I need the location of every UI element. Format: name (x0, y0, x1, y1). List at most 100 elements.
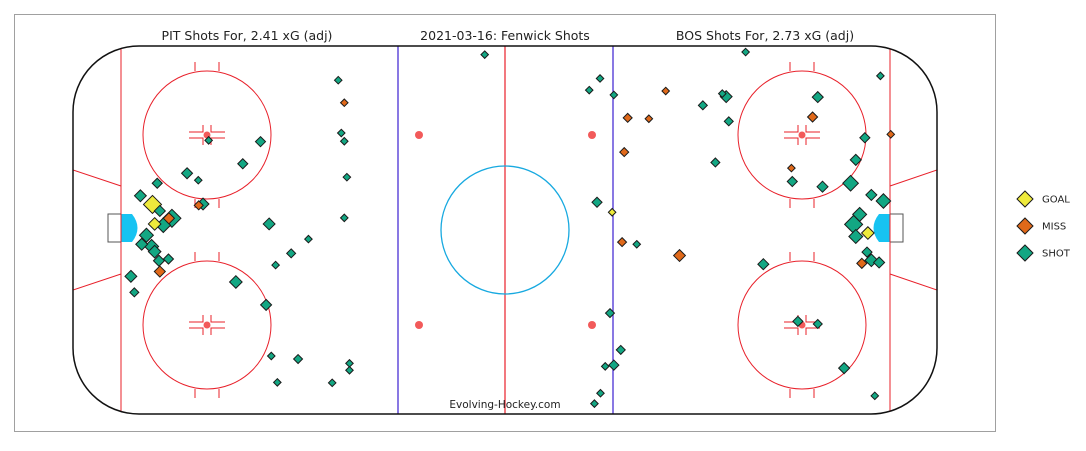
pit-miss-marker (193, 200, 204, 211)
center-title: 2021-03-16: Fenwick Shots (420, 28, 590, 43)
bos-shot-marker (757, 257, 770, 271)
bos-goal-marker (607, 207, 617, 217)
bos-shot-marker (584, 85, 594, 95)
pit-shot-marker (262, 217, 276, 231)
bos-shot-marker (595, 74, 605, 83)
pit-shot-marker (303, 234, 313, 244)
legend-shot-label: SHOT (1042, 249, 1071, 260)
legend-miss-label: MISS (1042, 222, 1066, 233)
pit-shot-marker (152, 254, 166, 267)
bos-shot-marker (589, 399, 599, 409)
bos-shot-marker (786, 175, 799, 188)
neutral-faceoff-dot (588, 321, 596, 329)
bos-miss-marker (786, 163, 796, 173)
bos-shot-marker (591, 196, 603, 209)
legend-goal-icon (1016, 190, 1034, 208)
pit-shot-marker (480, 50, 490, 60)
faceoff-hash-marks (784, 125, 820, 145)
pit-shot-marker (271, 260, 281, 270)
left-title: PIT Shots For, 2.41 xG (adj) (162, 28, 333, 43)
rink-boards (72, 45, 938, 415)
pit-miss-marker (153, 265, 167, 278)
bos-shot-marker (600, 361, 610, 371)
pit-shot-marker (180, 167, 194, 180)
left-upper-hash (73, 169, 122, 187)
pit-shot-marker (266, 351, 276, 361)
pit-shot-marker (135, 237, 149, 251)
pit-shot-marker (147, 244, 162, 259)
bos-shot-marker (717, 89, 727, 99)
bos-shot-marker (608, 359, 620, 371)
pit-miss-marker (339, 98, 349, 108)
pit-shot-marker (129, 287, 140, 298)
pit-shot-marker (204, 135, 214, 145)
bos-shot-marker (861, 246, 873, 258)
left-crease (121, 214, 138, 242)
faceoff-dot (798, 131, 806, 139)
bos-miss-marker (619, 146, 630, 158)
pit-shot-marker (133, 189, 148, 203)
bos-shot-marker (837, 361, 851, 375)
faceoff-circle-lb (142, 260, 272, 390)
bos-shot-marker (710, 157, 721, 168)
credit-text: Evolving-Hockey.com (449, 399, 560, 411)
pit-shot-marker (327, 378, 337, 388)
faceoff-hash-marks (189, 125, 225, 145)
pit-shot-marker (151, 177, 163, 189)
bos-miss-marker (672, 248, 687, 263)
neutral-faceoff-dot (588, 131, 596, 139)
pit-shot-marker (193, 175, 203, 185)
bos-shot-marker (859, 132, 871, 144)
bos-shot-marker (609, 90, 619, 100)
pit-shot-marker (342, 172, 352, 182)
bos-shot-marker (842, 174, 860, 192)
bos-shot-marker (849, 153, 862, 167)
bos-miss-marker (661, 86, 671, 96)
bos-miss-marker (886, 129, 896, 139)
bos-shot-marker (872, 256, 886, 269)
bos-shot-marker (741, 47, 751, 57)
pit-goal-marker (147, 216, 162, 231)
bos-shot-marker (632, 239, 642, 249)
bos-shot-marker (604, 307, 616, 319)
legend-shot-icon (1016, 244, 1034, 262)
faceoff-circle-rb (737, 260, 867, 390)
bos-shot-marker (865, 188, 878, 202)
bos-miss-marker (856, 257, 868, 270)
pit-shot-marker (254, 135, 267, 148)
faceoff-circle-lt (142, 70, 272, 200)
pit-shot-marker (124, 269, 138, 283)
bos-shot-marker (697, 100, 709, 111)
center-circle (440, 165, 570, 295)
bos-shot-marker (848, 228, 864, 245)
pit-shot-marker (345, 365, 354, 375)
pit-shot-marker (333, 75, 343, 85)
shot-markers (124, 47, 896, 409)
pit-shot-marker (336, 128, 346, 138)
chart-frame (14, 14, 996, 432)
bos-shot-marker (615, 344, 626, 356)
bos-shot-marker (812, 318, 823, 330)
pit-shot-marker (259, 298, 273, 312)
neutral-faceoff-dot (415, 321, 423, 329)
bos-shot-marker (852, 206, 868, 223)
bos-miss-marker (622, 112, 633, 124)
bos-shot-marker (870, 391, 880, 401)
bos-shot-marker (792, 315, 804, 328)
pit-shot-marker (339, 213, 349, 223)
bos-shot-marker (596, 388, 605, 398)
pit-shot-marker (272, 377, 282, 387)
pit-shot-marker (228, 274, 243, 289)
bos-shot-marker (875, 71, 885, 81)
left-lower-hash (73, 273, 122, 291)
bos-miss-marker (806, 111, 819, 123)
pit-shot-marker (285, 248, 297, 259)
right-lower-hash (889, 273, 937, 291)
bos-miss-marker (616, 236, 628, 248)
rink (72, 45, 938, 415)
right-upper-hash (889, 169, 937, 187)
left-net (107, 213, 121, 243)
bos-miss-marker (644, 114, 654, 124)
right-net (890, 213, 904, 243)
